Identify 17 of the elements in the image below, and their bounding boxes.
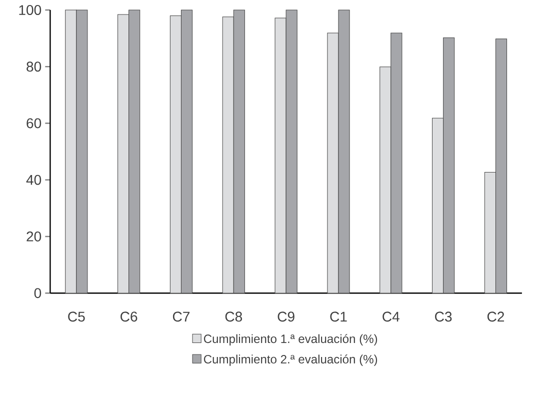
legend-label: Cumplimiento 2.ª evaluación (%) bbox=[204, 354, 378, 366]
x-tick-label: C7 bbox=[172, 312, 190, 322]
x-tick-label: C3 bbox=[435, 312, 452, 322]
y-tick-label: 60 bbox=[26, 118, 42, 128]
y-tick-label: 80 bbox=[26, 62, 42, 72]
y-tick-label: 40 bbox=[26, 175, 42, 186]
x-tick-label: C5 bbox=[68, 312, 85, 322]
y-tick-label: 0 bbox=[34, 288, 42, 298]
x-tick-label: C6 bbox=[120, 312, 138, 322]
legend-label: Cumplimiento 1.ª evaluación (%) bbox=[204, 334, 378, 346]
x-tick-label: C9 bbox=[278, 312, 294, 322]
y-tick-label: 100 bbox=[19, 5, 42, 16]
x-tick-label: C2 bbox=[487, 312, 504, 322]
x-tick-label: C8 bbox=[225, 312, 242, 322]
x-tick-label: C4 bbox=[382, 312, 400, 322]
y-tick-label: 20 bbox=[26, 232, 42, 242]
x-tick-label: C1 bbox=[330, 312, 347, 322]
